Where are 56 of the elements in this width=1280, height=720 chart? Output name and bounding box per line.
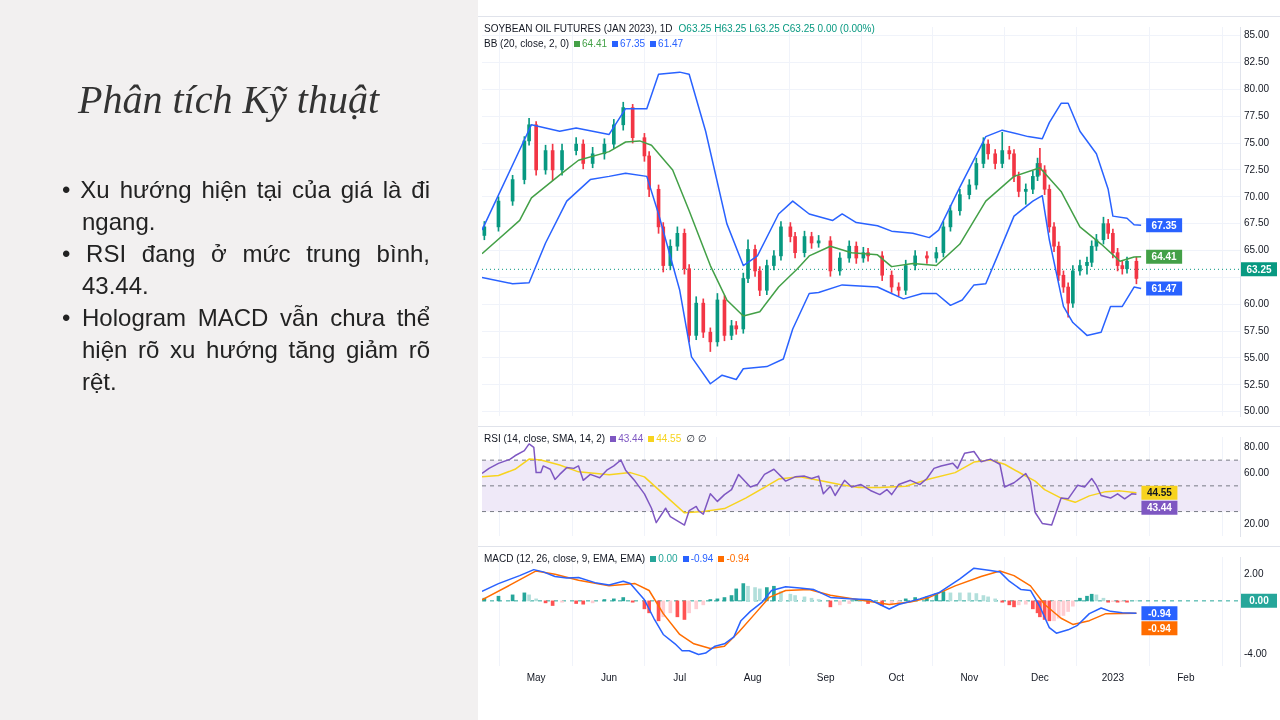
data-label: -0.94 xyxy=(1148,607,1172,619)
data-label: 67.35 xyxy=(1151,219,1178,231)
legend-label: -0.94 xyxy=(690,553,714,564)
data-label: 44.55 xyxy=(1146,487,1173,499)
chart-subtitle: O63.25 H63.25 L63.25 C63.25 0.00 (0.00%) xyxy=(678,23,875,34)
x-tick-label: Dec xyxy=(1031,671,1049,683)
y-tick-label: 2.00 xyxy=(1244,568,1264,580)
legend-label: 43.44 xyxy=(618,433,644,444)
y-tick-label: 85.00 xyxy=(1244,29,1270,41)
data-label: 64.41 xyxy=(1151,251,1178,263)
legend-label: 67.35 xyxy=(620,38,646,49)
y-tick-label: -4.00 xyxy=(1244,647,1268,659)
y-tick-label: 55.00 xyxy=(1244,351,1270,363)
data-label: -0.94 xyxy=(1148,622,1172,634)
ref-line-label: 63.25 xyxy=(1246,263,1272,275)
legend-label: 64.41 xyxy=(582,38,608,49)
text: • Xu hướng hiện tại của giá là đi ngang. xyxy=(62,175,430,237)
x-tick-label: Feb xyxy=(1177,671,1195,683)
data-label: 43.44 xyxy=(1146,502,1173,514)
text: Phân tích Kỹ thuật xyxy=(78,76,380,123)
text: • Hologram MACD vẫn chưa thể hiện rõ xu hướng tăng giảm rõ rệt. xyxy=(62,303,430,397)
y-tick-label: 52.50 xyxy=(1244,378,1270,390)
legend-label: 61.47 xyxy=(658,38,684,49)
y-tick-label: 82.50 xyxy=(1244,56,1270,68)
text: • RSI đang ở mức trung bình, 43.44. xyxy=(62,239,430,301)
x-tick-label: Aug xyxy=(743,671,762,683)
x-tick-label: Jul xyxy=(673,671,687,683)
y-tick-label: 67.50 xyxy=(1244,217,1270,229)
y-tick-label: 20.00 xyxy=(1244,518,1270,530)
data-label: 61.47 xyxy=(1151,282,1178,294)
x-tick-label: Oct xyxy=(888,671,905,683)
chart-title: SOYBEAN OIL FUTURES (JAN 2023), 1D xyxy=(484,23,673,34)
legend-label: -0.94 xyxy=(726,553,750,564)
chart-title: RSI (14, close, SMA, 14, 2) xyxy=(484,433,606,444)
y-tick-label: 75.00 xyxy=(1244,136,1270,148)
y-tick-label: 80.00 xyxy=(1244,83,1270,95)
chart-title: MACD (12, 26, close, 9, EMA, EMA) xyxy=(484,553,646,564)
x-tick-label: Nov xyxy=(960,671,979,683)
legend-title: BB (20, close, 2, 0) xyxy=(484,38,570,49)
y-tick-label: 65.00 xyxy=(1244,244,1270,256)
y-tick-label: 80.00 xyxy=(1244,441,1270,453)
legend-label: 44.55 xyxy=(656,433,682,444)
x-tick-label: 2023 xyxy=(1101,671,1125,683)
y-tick-label: 77.50 xyxy=(1244,109,1270,121)
x-tick-label: May xyxy=(526,671,546,683)
legend-label: 0.00 xyxy=(658,553,678,564)
ref-line-label: 0.00 xyxy=(1249,595,1270,607)
y-tick-label: 60.00 xyxy=(1244,297,1270,309)
y-tick-label: 72.50 xyxy=(1244,163,1270,175)
y-tick-label: 57.50 xyxy=(1244,324,1270,336)
y-tick-label: 70.00 xyxy=(1244,190,1270,202)
x-tick-label: Jun xyxy=(601,671,618,683)
y-tick-label: 50.00 xyxy=(1244,405,1270,417)
y-tick-label: 60.00 xyxy=(1244,466,1270,478)
annotation: ∅ ∅ xyxy=(686,433,707,444)
x-tick-label: Sep xyxy=(816,671,836,683)
